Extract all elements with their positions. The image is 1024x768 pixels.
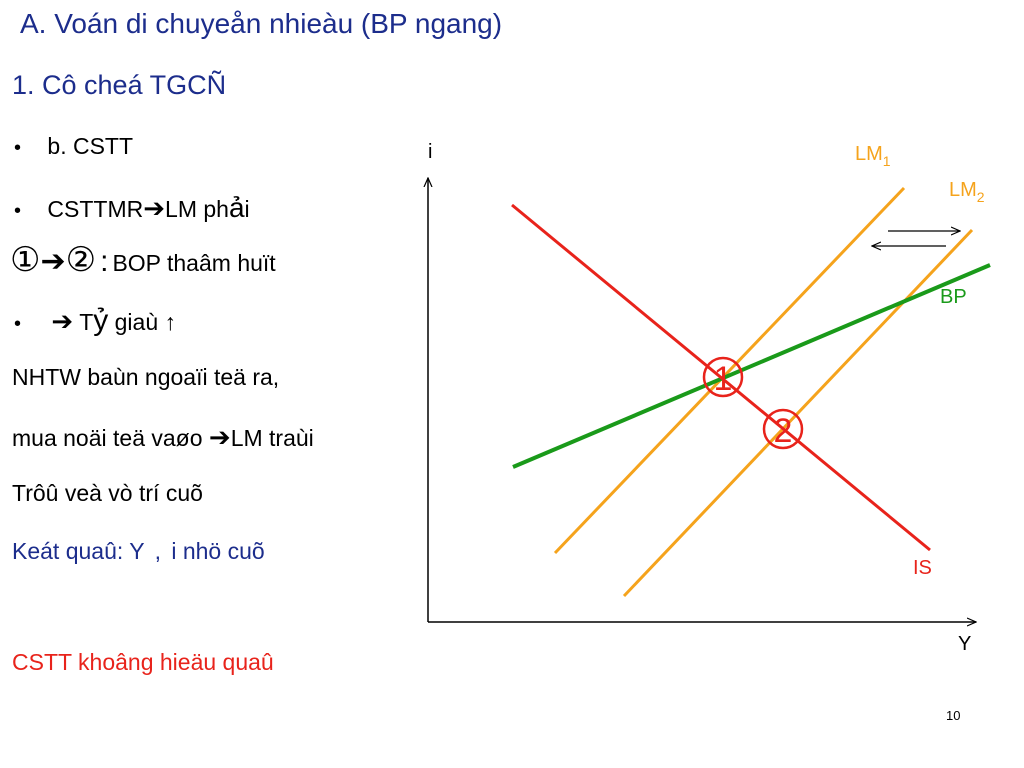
line-text: Keát quaû: Y <box>12 538 145 564</box>
line-ty-gia: • ➔ Tỷ giaù ↑ <box>14 304 176 338</box>
line-text: giaù <box>114 309 159 335</box>
line-text: mua noäi teä vaøo <box>12 425 203 451</box>
arrow-right-icon: ➔ <box>208 422 231 452</box>
line-conclusion: CSTT khoâng hieäu quaû <box>12 649 274 675</box>
circled-one-icon: ① <box>10 241 41 279</box>
bullet: • <box>14 313 22 335</box>
bp-label: BP <box>940 286 967 308</box>
is-curve <box>511 203 931 552</box>
line-ket-qua: Keát quaû: Y , i nhö cuõ <box>12 538 265 565</box>
x-axis-label: Y <box>958 633 971 655</box>
line-nhtw: NHTW baùn ngoaïi teä ra, <box>12 364 280 390</box>
slide-title: A. Voán di chuyeån nhieàu (BP ngang) <box>20 8 503 39</box>
line-bop: ①➔②: BOP thaâm huït <box>10 240 276 280</box>
line-text: BOP thaâm huït <box>112 250 276 276</box>
point-1-label: 1 <box>714 360 733 398</box>
equilibrium-point-1: 1 <box>702 356 744 398</box>
lm1-label-sub: 1 <box>883 153 891 169</box>
arrow-up-icon: ↑ <box>164 309 177 335</box>
lm1-label: LM1 <box>855 143 891 169</box>
arrow-right-icon: ➔ <box>51 306 74 336</box>
line-text: b. CSTT <box>47 133 134 159</box>
point-2-label: 2 <box>774 412 793 450</box>
line-mua: mua noäi teä vaøo ➔LM traùi <box>12 422 314 453</box>
lm2-curve <box>622 228 974 598</box>
point-1-circle <box>702 356 744 398</box>
line-csttmr: • CSTTMR➔LM phải <box>14 192 250 224</box>
line-text: CSTTMR <box>47 196 144 222</box>
equilibrium-point-2: 2 <box>762 408 804 450</box>
line-text: ỷ <box>93 304 109 337</box>
line-text: i <box>244 196 250 222</box>
arrow-right-icon: ➔ <box>40 245 66 278</box>
lm1-label-base: LM <box>855 143 883 165</box>
lm2-label-base: LM <box>949 179 977 201</box>
line-text: ả <box>228 192 245 223</box>
circled-two-icon: ② <box>65 241 97 279</box>
colon: : <box>100 245 109 278</box>
bullet: • <box>14 137 22 159</box>
line-text: i nhö cuõ <box>171 538 265 564</box>
lm2-label: LM2 <box>949 179 985 205</box>
y-axis-label: i <box>428 141 432 163</box>
line-b-cstt: • b. CSTT <box>14 133 133 160</box>
line-tro-ve: Trôû veà vò trí cuõ <box>12 480 203 506</box>
section-heading: 1. Cô cheá TGCÑ <box>12 70 227 100</box>
line-text: LM ph <box>165 196 229 222</box>
comma: , <box>154 538 161 564</box>
arrow-right-icon: ➔ <box>143 193 166 223</box>
page-number: 10 <box>946 708 960 723</box>
bullet: • <box>14 200 22 222</box>
lm1-curve <box>553 186 906 555</box>
is-label: IS <box>913 557 932 579</box>
bp-curve <box>512 263 991 469</box>
line-text: LM traùi <box>230 425 314 451</box>
lm2-label-sub: 2 <box>977 189 985 205</box>
point-2-circle <box>762 408 804 450</box>
line-text: T <box>79 309 94 335</box>
